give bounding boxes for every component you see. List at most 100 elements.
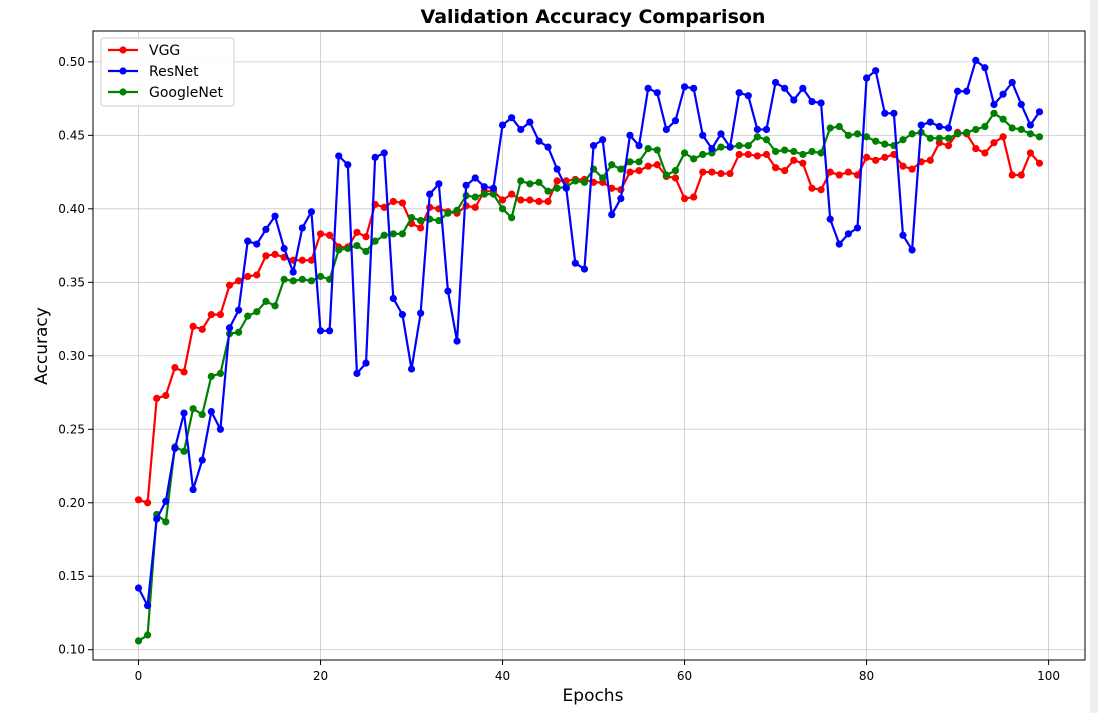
data-point <box>708 144 716 153</box>
data-point <box>653 146 661 154</box>
data-point <box>990 139 998 147</box>
data-point <box>735 142 743 150</box>
data-point <box>262 252 270 260</box>
data-point <box>690 155 698 163</box>
data-point <box>544 197 552 206</box>
y-tick-label: 0.50 <box>58 55 85 69</box>
data-point <box>799 150 807 159</box>
data-point <box>162 391 170 400</box>
data-point <box>808 147 816 156</box>
data-point <box>189 485 197 494</box>
data-point <box>635 167 643 175</box>
data-point <box>289 277 297 285</box>
data-point <box>963 128 971 137</box>
data-point <box>444 287 452 295</box>
x-tick-label: 40 <box>495 669 510 683</box>
data-point <box>535 178 543 186</box>
data-point <box>389 197 397 206</box>
legend: VGG ResNet GoogleNet <box>100 37 235 107</box>
data-point <box>344 161 352 169</box>
data-point <box>508 214 516 222</box>
data-point <box>235 277 243 285</box>
data-point <box>362 359 370 367</box>
data-point <box>908 130 916 138</box>
data-point <box>853 171 862 179</box>
data-point <box>826 168 834 176</box>
data-point <box>944 124 953 132</box>
data-point <box>453 337 461 345</box>
data-point <box>881 140 889 148</box>
data-point <box>353 241 361 250</box>
data-point <box>835 240 843 248</box>
data-point <box>990 109 998 117</box>
data-point <box>635 142 643 150</box>
data-point <box>471 193 479 201</box>
data-point <box>398 230 407 238</box>
data-point <box>972 56 980 64</box>
data-point <box>271 302 279 310</box>
data-point <box>844 230 852 238</box>
data-point <box>981 122 989 131</box>
data-point <box>326 327 334 335</box>
data-point <box>835 122 843 131</box>
data-point <box>608 184 616 192</box>
data-point <box>762 125 771 134</box>
data-point <box>644 162 652 170</box>
data-point <box>726 143 734 151</box>
data-point <box>799 84 807 92</box>
y-axis-label: Accuracy <box>32 307 52 385</box>
data-point <box>216 311 225 319</box>
data-point <box>544 187 552 195</box>
x-tick-label: 20 <box>313 669 328 683</box>
data-point <box>444 209 452 217</box>
data-point <box>225 281 234 289</box>
data-point <box>717 143 725 151</box>
data-point <box>599 174 607 182</box>
data-point <box>953 130 962 138</box>
data-point <box>544 143 552 151</box>
data-point <box>881 109 889 117</box>
data-point <box>417 224 425 232</box>
data-point <box>389 230 397 238</box>
data-point <box>198 410 206 419</box>
data-point <box>571 259 579 267</box>
data-point <box>899 231 907 239</box>
data-point <box>599 136 607 144</box>
y-tick-label: 0.45 <box>58 128 85 142</box>
data-point <box>799 159 807 167</box>
data-point <box>307 208 316 216</box>
data-point <box>944 142 953 150</box>
data-point <box>671 167 680 175</box>
data-point <box>862 153 871 161</box>
data-point <box>662 171 670 179</box>
data-point <box>380 149 388 157</box>
data-point <box>262 225 270 233</box>
data-point <box>244 237 252 245</box>
data-point <box>808 184 816 192</box>
data-point <box>571 177 579 185</box>
legend-box <box>100 37 235 107</box>
data-point <box>890 150 898 159</box>
data-point <box>926 118 934 126</box>
data-point <box>808 97 816 106</box>
data-point <box>781 167 789 175</box>
data-point <box>471 174 479 182</box>
data-point <box>517 196 525 204</box>
data-point <box>981 149 989 157</box>
data-point <box>699 150 707 159</box>
data-point <box>162 518 170 526</box>
y-tick-label: 0.10 <box>58 643 85 657</box>
data-point <box>617 194 625 203</box>
series-resnet <box>134 56 1044 610</box>
data-point <box>498 196 507 204</box>
data-point <box>517 125 525 134</box>
data-point <box>371 237 379 245</box>
data-point <box>489 190 498 198</box>
data-point <box>762 136 771 144</box>
data-point <box>790 96 798 104</box>
data-point <box>253 271 261 279</box>
data-point <box>1026 130 1034 138</box>
data-point <box>553 177 561 185</box>
data-point <box>280 275 288 283</box>
